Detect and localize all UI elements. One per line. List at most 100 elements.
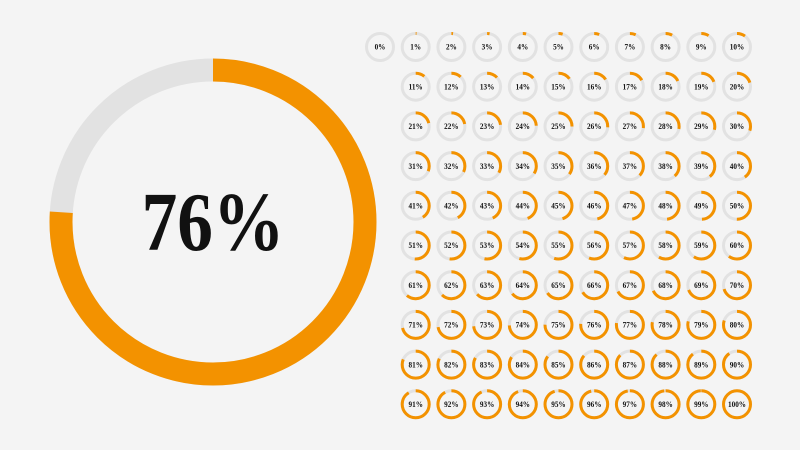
donut-arc (722, 309, 752, 340)
donut-label: 37% (623, 161, 638, 171)
donut-arc (650, 270, 681, 301)
donut-label: 93% (480, 399, 495, 409)
donut-arc (579, 71, 610, 102)
donut-arc (614, 151, 645, 182)
donut-label: 33% (480, 161, 495, 171)
donut-arc (722, 71, 752, 102)
donut-arc (436, 230, 467, 261)
donut-arc (650, 111, 681, 142)
donut-arc (436, 309, 467, 340)
donut-arc (507, 190, 538, 221)
donut-label: 82% (444, 360, 459, 370)
donut-label: 4% (517, 42, 528, 52)
donut-arc (49, 58, 377, 386)
donut-arc (614, 190, 645, 221)
donut-arc (650, 230, 681, 261)
donut-arc (686, 309, 717, 340)
donut-arc (722, 151, 752, 182)
donut-label: 50% (730, 201, 745, 211)
donut-arc (543, 190, 574, 221)
donut-arc (400, 349, 431, 380)
donut-label: 32% (444, 161, 459, 171)
donut-arc (614, 389, 645, 420)
donut-arc (507, 349, 538, 380)
donut-arc (543, 270, 574, 301)
donut-arc (543, 230, 574, 261)
donut-label: 62% (444, 280, 459, 290)
donut-label: 69% (694, 280, 709, 290)
donut-arc (579, 111, 610, 142)
donut-label: 22% (444, 122, 459, 132)
donut-label: 76% (142, 176, 285, 269)
donut-label: 75% (551, 320, 566, 330)
donut-label: 30% (730, 122, 745, 132)
donut-arc (472, 190, 503, 221)
donut-label: 0% (375, 42, 386, 52)
donut-label: 61% (408, 280, 423, 290)
donut-arc (436, 349, 467, 380)
donut-arc (400, 32, 431, 62)
donut-label: 84% (516, 360, 531, 370)
donut-label: 5% (553, 42, 564, 52)
donut-label: 9% (696, 42, 707, 52)
donut-arc (507, 71, 538, 102)
donut-arc (614, 32, 645, 62)
donut-label: 77% (623, 320, 638, 330)
donut-label: 21% (408, 122, 423, 132)
donut-arc (614, 71, 645, 102)
donut-label: 90% (730, 360, 745, 370)
donut-arc (686, 349, 717, 380)
donut-arc (400, 151, 431, 182)
donut-label: 66% (587, 280, 602, 290)
donut-arc (686, 190, 717, 221)
donut-arc (543, 32, 574, 62)
donut-label: 100% (728, 399, 746, 409)
donut-label: 14% (516, 82, 531, 92)
donut-arc (722, 190, 752, 221)
donut-arc (507, 111, 538, 142)
donut-arc (686, 230, 717, 261)
donut-arc (686, 111, 717, 142)
donut-arc (472, 230, 503, 261)
donut-arc (579, 309, 610, 340)
donut-label: 97% (623, 399, 638, 409)
donut-arc (507, 32, 538, 62)
donut-label: 35% (551, 161, 566, 171)
donut-arc (400, 389, 431, 420)
donut-label: 20% (730, 82, 745, 92)
donut-arc (472, 151, 503, 182)
donut-label: 18% (658, 82, 673, 92)
donut-arc (614, 270, 645, 301)
donut-arc (472, 389, 503, 420)
donut-label: 72% (444, 320, 459, 330)
donut-label: 43% (480, 201, 495, 211)
donut-arc (650, 32, 681, 62)
donut-label: 15% (551, 82, 566, 92)
donut-arc (650, 151, 681, 182)
donut-arc (650, 71, 681, 102)
donut-label: 46% (587, 201, 602, 211)
donut-arc (686, 270, 717, 301)
donut-arc (579, 349, 610, 380)
donut-label: 76% (587, 320, 602, 330)
donut-arc (400, 71, 431, 102)
donut-arc (686, 32, 717, 62)
donut-label: 83% (480, 360, 495, 370)
donut-label: 11% (409, 82, 423, 92)
donut-label: 31% (408, 161, 423, 171)
donut-label: 25% (551, 122, 566, 132)
donut-label: 80% (730, 320, 745, 330)
donut-arc (472, 349, 503, 380)
donut-label: 67% (623, 280, 638, 290)
donut-arc (543, 349, 574, 380)
donut-arc (650, 349, 681, 380)
donut-arc (686, 389, 717, 420)
donut-arc (579, 32, 610, 62)
donut-label: 48% (658, 201, 673, 211)
donut-arc (722, 270, 752, 301)
donut-label: 3% (482, 42, 493, 52)
donut-label: 65% (551, 280, 566, 290)
donut-arc (543, 71, 574, 102)
donut-label: 71% (408, 320, 423, 330)
